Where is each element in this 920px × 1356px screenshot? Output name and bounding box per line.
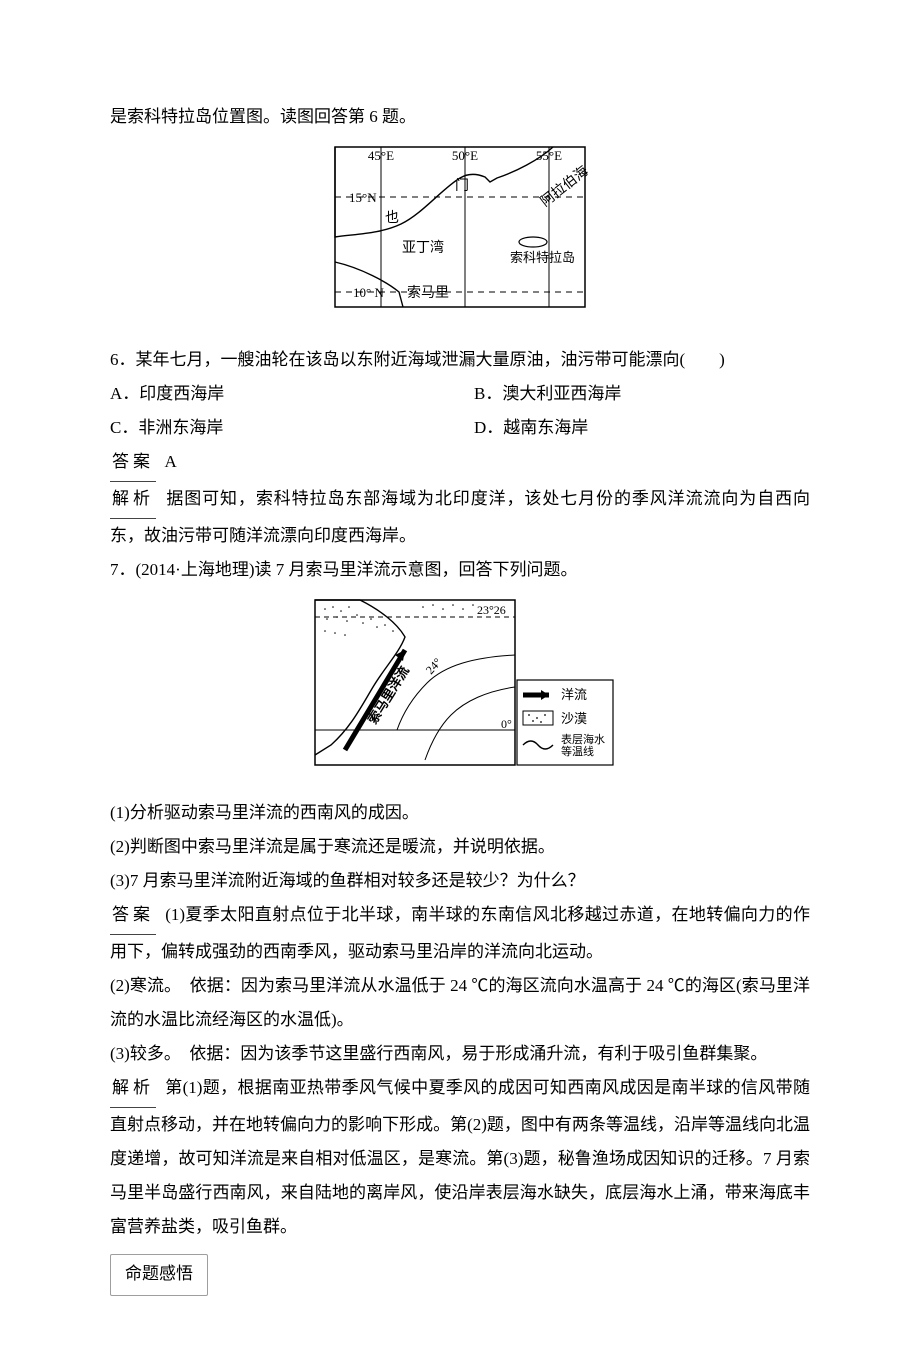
svg-text:表层海水: 表层海水 [561, 732, 605, 746]
answer-label: 答案 [110, 445, 156, 482]
svg-text:55°E: 55°E [536, 148, 562, 163]
svg-text:45°E: 45°E [368, 148, 394, 163]
svg-text:沙漠: 沙漠 [561, 711, 587, 726]
svg-text:15°N: 15°N [349, 190, 377, 205]
svg-text:索马里: 索马里 [407, 284, 449, 301]
q6-exp-text: 据图可知，索科特拉岛东部海域为北印度洋，该处七月份的季风洋流流向为自西向东，故油… [110, 489, 810, 545]
explanation-label: 解析 [110, 482, 156, 519]
svg-text:23°26: 23°26 [477, 603, 506, 617]
svg-text:亚丁湾: 亚丁湾 [402, 239, 444, 256]
svg-text:门: 门 [455, 178, 469, 194]
q7-sub2: (2)判断图中索马里洋流是属于寒流还是暖流，并说明依据。 [110, 830, 810, 864]
figure-socotra-map: 45°E 50°E 55°E 15°N 10° N 门 阿拉伯海 也 亚丁湾 索… [110, 142, 810, 329]
svg-text:0°: 0° [501, 717, 512, 731]
svg-text:50°E: 50°E [452, 148, 478, 163]
intro-line: 是索科特拉岛位置图。读图回答第 6 题。 [110, 100, 810, 134]
q6-answer-value: A [165, 452, 177, 471]
q7-answer-1: 答案 (1)夏季太阳直射点位于北半球，南半球的东南信风北移越过赤道，在地转偏向力… [110, 898, 810, 969]
figure-somali-current: 23°26 0° 24° [110, 595, 810, 782]
svg-text:10° N: 10° N [353, 285, 384, 300]
q7-exp-text: 第(1)题，根据南亚热带季风气候中夏季风的成因可知西南风成因是南半球的信风带随直… [110, 1078, 810, 1236]
q6-opt-b: B．澳大利亚西海岸 [474, 377, 810, 411]
q7-sub3: (3)7 月索马里洋流附近海域的鱼群相对较多还是较少？为什么？ [110, 864, 810, 898]
q6-answer: 答案 A [110, 445, 810, 482]
q7-a1-text: (1)夏季太阳直射点位于北半球，南半球的东南信风北移越过赤道，在地转偏向力的作用… [110, 905, 810, 961]
q6-stem: 6．某年七月，一艘油轮在该岛以东附近海域泄漏大量原油，油污带可能漂向( ) [110, 343, 810, 377]
svg-text:也: 也 [385, 210, 399, 226]
footer-box: 命题感悟 [110, 1254, 208, 1296]
q6-opt-a: A．印度西海岸 [110, 377, 446, 411]
explanation-label: 解析 [110, 1071, 156, 1108]
q7-answer-3: (3)较多。 依据：因为该季节这里盛行西南风，易于形成涌升流，有利于吸引鱼群集聚… [110, 1037, 810, 1071]
svg-text:24°: 24° [423, 655, 445, 677]
svg-text:阿拉伯海: 阿拉伯海 [538, 163, 592, 210]
svg-text:等温线: 等温线 [561, 744, 594, 758]
q6-opt-d: D．越南东海岸 [474, 411, 810, 445]
q7-explanation: 解析 第(1)题，根据南亚热带季风气候中夏季风的成因可知西南风成因是南半球的信风… [110, 1071, 810, 1244]
q7-answer-2: (2)寒流。 依据：因为索马里洋流从水温低于 24 ℃的海区流向水温高于 24 … [110, 969, 810, 1037]
svg-text:索科特拉岛: 索科特拉岛 [510, 250, 575, 265]
q7-stem: 7．(2014·上海地理)读 7 月索马里洋流示意图，回答下列问题。 [110, 553, 810, 587]
answer-label: 答案 [110, 898, 156, 935]
q6-opt-c: C．非洲东海岸 [110, 411, 446, 445]
q6-explanation: 解析 据图可知，索科特拉岛东部海域为北印度洋，该处七月份的季风洋流流向为自西向东… [110, 482, 810, 553]
q7-sub1: (1)分析驱动索马里洋流的西南风的成因。 [110, 796, 810, 830]
svg-text:洋流: 洋流 [561, 687, 587, 702]
